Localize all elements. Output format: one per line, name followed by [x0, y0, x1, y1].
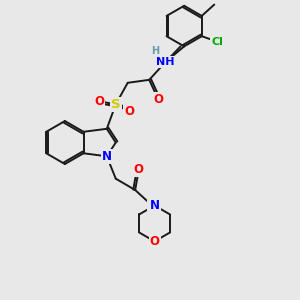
Text: N: N: [102, 150, 112, 163]
Text: NH: NH: [156, 57, 175, 67]
Text: S: S: [111, 98, 121, 111]
Text: H: H: [151, 46, 159, 56]
Text: Cl: Cl: [211, 37, 223, 46]
Text: N: N: [150, 199, 160, 212]
Text: O: O: [153, 93, 163, 106]
Text: O: O: [150, 235, 160, 248]
Text: O: O: [134, 163, 144, 176]
Text: N: N: [148, 200, 158, 213]
Text: O: O: [94, 95, 104, 108]
Text: O: O: [124, 105, 134, 118]
